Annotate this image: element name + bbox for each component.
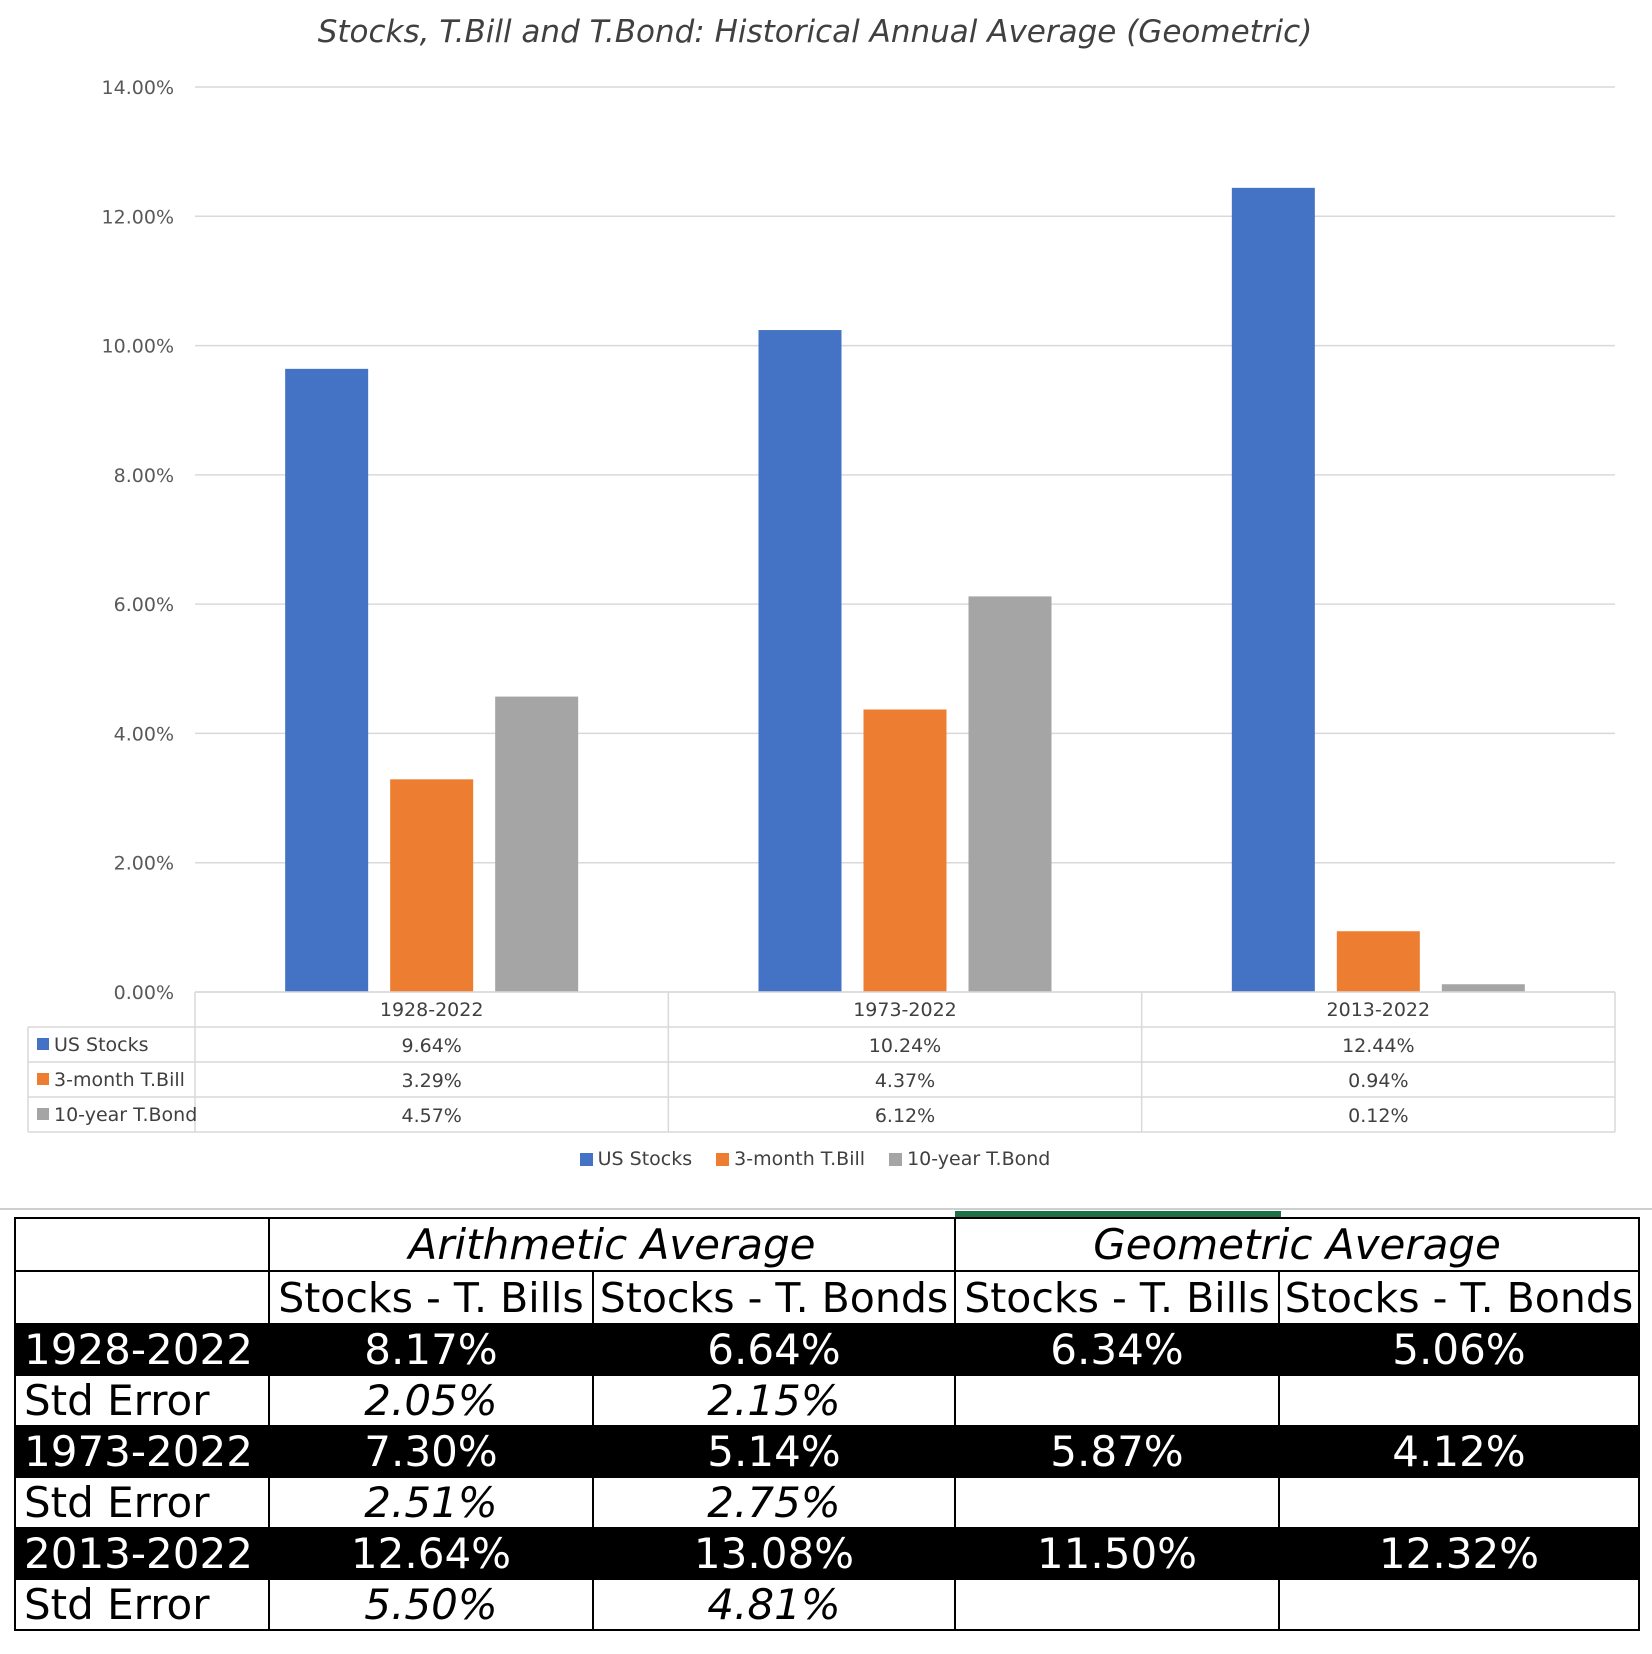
row-label: 1973-2022 [14,1425,270,1478]
bar [863,709,947,992]
table-cell [954,1476,1280,1529]
legend-key-swatch [37,1073,49,1085]
row-label: Std Error [14,1374,270,1427]
data-label: 6.12% [875,1105,935,1127]
data-label: 9.64% [401,1035,461,1057]
table-cell: 12.64% [268,1527,594,1580]
table-cell: 6.64% [592,1323,956,1376]
table-cell [1278,1578,1640,1631]
geometric-average-header: Geometric Average [954,1217,1640,1272]
bar [285,368,369,992]
row-label: Std Error [14,1578,270,1631]
bar [495,696,579,992]
data-label: 4.37% [875,1070,935,1092]
legend-swatch [889,1153,903,1166]
data-label: 12.44% [1342,1035,1414,1057]
data-label: 0.12% [1348,1105,1408,1127]
y-tick-label: 0.00% [114,982,174,1004]
chart-area: Stocks, T.Bill and T.Bond: Historical An… [0,14,1630,1170]
table-cell: 13.08% [592,1527,956,1580]
y-tick-label: 12.00% [102,206,174,228]
bar [390,779,474,992]
legend-key-swatch [37,1108,49,1120]
table-cell: 5.06% [1278,1323,1640,1376]
table-cell: 7.30% [268,1425,594,1478]
table-cell: 12.32% [1278,1527,1640,1580]
y-tick-label: 8.00% [114,465,174,487]
table-cell [954,1578,1280,1631]
y-tick-label: 10.00% [102,336,174,358]
legend-label: 10-year T.Bond [907,1148,1051,1170]
table-row: Std Error 2.05% 2.15% [14,1374,1640,1427]
category-label: 1973-2022 [853,999,957,1021]
category-label: 2013-2022 [1327,999,1431,1021]
bar [968,596,1052,992]
table-cell: 2.05% [268,1374,594,1427]
bar-chart: 0.00% 2.00% 4.00% 6.00% 8.00% 10.00% 12.00% 14.… [27,77,1616,1133]
series-label: 3-month T.Bill [54,1069,185,1091]
table-cell [1278,1476,1640,1529]
table-cell: 11.50% [954,1527,1280,1580]
legend-label: 3-month T.Bill [734,1148,866,1170]
y-tick-label: 6.00% [114,594,174,616]
legend-swatch [716,1153,730,1166]
table-subheader-row: Stocks - T. Bills Stocks - T. Bonds Stoc… [14,1270,1640,1325]
y-tick-label: 2.00% [114,853,174,875]
bar [1231,187,1315,993]
table-row: 2013-2022 12.64% 13.08% 11.50% 12.32% [14,1527,1640,1580]
table-cell: 8.17% [268,1323,594,1376]
y-tick-label: 14.00% [102,77,174,99]
series-label: US Stocks [54,1034,149,1056]
subheader-cell: Stocks - T. Bills [268,1270,594,1325]
subheader-cell: Stocks - T. Bills [954,1270,1280,1325]
legend-item: US Stocks [579,1148,693,1170]
table-corner-cell [14,1270,270,1325]
data-label: 4.57% [401,1105,461,1127]
data-label: 3.29% [401,1070,461,1092]
bar [758,330,842,992]
series-label: 10-year T.Bond [54,1104,197,1126]
category-label: 1928-2022 [380,999,484,1021]
table-cell: 4.12% [1278,1425,1640,1478]
bar [1441,984,1525,992]
table-cell: 2.51% [268,1476,594,1529]
chart-legend: US Stocks 3-month T.Bill 10-year T.Bond [0,1148,1630,1170]
legend-item: 3-month T.Bill [716,1148,865,1170]
row-label: 1928-2022 [14,1323,270,1376]
subheader-cell: Stocks - T. Bonds [1278,1270,1640,1325]
table-cell: 5.87% [954,1425,1280,1478]
table-cell: 2.15% [592,1374,956,1427]
selected-cell-indicator [955,1211,1281,1217]
row-label: 2013-2022 [14,1527,270,1580]
table-cell: 2.75% [592,1476,956,1529]
table-cell: 6.34% [954,1323,1280,1376]
table-cell: 5.14% [592,1425,956,1478]
table-row: 1928-2022 8.17% 6.64% 6.34% 5.06% [14,1323,1640,1376]
table-cell: 5.50% [268,1578,594,1631]
legend-label: US Stocks [597,1148,693,1170]
table-cell [1278,1374,1640,1427]
legend-item: 10-year T.Bond [889,1148,1050,1170]
data-label: 0.94% [1348,1070,1408,1092]
row-label: Std Error [14,1476,270,1529]
table-cell [954,1374,1280,1427]
table-row: 1973-2022 7.30% 5.14% 5.87% 4.12% [14,1425,1640,1478]
chart-title: Stocks, T.Bill and T.Bond: Historical An… [317,14,1313,50]
subheader-cell: Stocks - T. Bonds [592,1270,956,1325]
arithmetic-average-header: Arithmetic Average [268,1217,956,1272]
y-tick-label: 4.00% [114,723,174,745]
data-label: 10.24% [869,1035,941,1057]
table-row: Std Error 2.51% 2.75% [14,1476,1640,1529]
table-cell: 4.81% [592,1578,956,1631]
legend-key-swatch [37,1038,49,1050]
table-corner-cell [14,1217,270,1272]
legend-swatch [579,1153,593,1166]
spreadsheet-grid-edge [0,1208,1652,1220]
risk-premium-table: Arithmetic Average Geometric Average Sto… [14,1217,1640,1631]
table-row: Std Error 5.50% 4.81% [14,1578,1640,1631]
bar [1336,931,1420,992]
table-group-header-row: Arithmetic Average Geometric Average [14,1217,1640,1272]
